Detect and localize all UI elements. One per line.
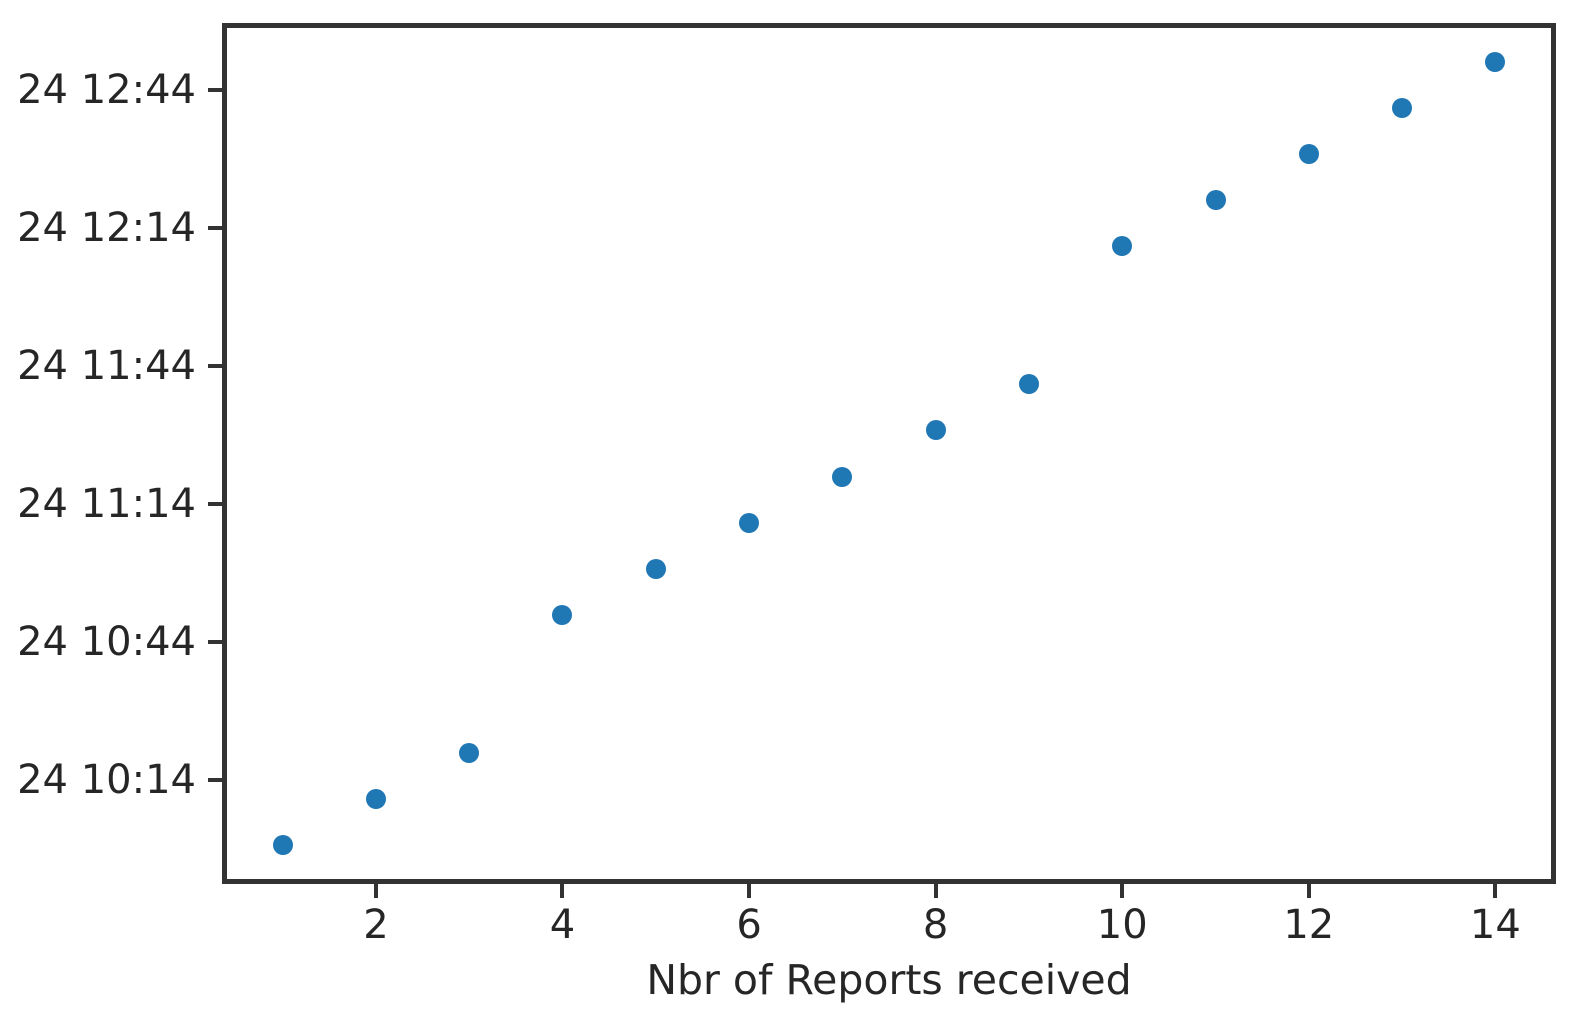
- data-point: [832, 466, 853, 487]
- y-tick-label: 24 11:44: [17, 343, 196, 390]
- data-point: [1205, 190, 1226, 211]
- data-point: [1485, 52, 1506, 73]
- y-tick-mark: [208, 502, 222, 507]
- data-point: [1298, 144, 1319, 165]
- y-tick-label: 24 10:44: [17, 619, 196, 666]
- x-tick-label: 12: [1283, 902, 1335, 948]
- x-tick-mark: [1493, 884, 1498, 898]
- y-tick-mark: [208, 225, 222, 230]
- data-point: [552, 604, 573, 625]
- x-axis-label: Nbr of Reports received: [646, 956, 1132, 1004]
- data-point: [1018, 374, 1039, 395]
- x-tick-mark: [560, 884, 565, 898]
- y-tick-label: 24 10:14: [17, 757, 196, 804]
- x-tick-label: 10: [1096, 902, 1148, 948]
- data-point: [365, 788, 386, 809]
- y-tick-mark: [208, 87, 222, 92]
- x-tick-label: 6: [736, 902, 762, 948]
- x-tick-label: 4: [549, 902, 576, 948]
- x-tick-label: 2: [363, 902, 389, 948]
- y-tick-mark: [208, 364, 222, 369]
- data-point: [272, 834, 293, 855]
- y-tick-label: 24 11:14: [17, 481, 196, 528]
- data-point: [925, 420, 946, 441]
- data-point: [459, 742, 480, 763]
- plot-area: [222, 23, 1556, 884]
- x-tick-label: 8: [922, 902, 949, 948]
- y-tick-mark: [208, 778, 222, 783]
- y-tick-mark: [208, 640, 222, 645]
- y-tick-label: 24 12:44: [17, 66, 196, 113]
- y-tick-label: 24 12:14: [17, 204, 196, 251]
- x-tick-label: 14: [1469, 902, 1521, 948]
- data-point: [739, 512, 760, 533]
- data-point: [1392, 98, 1413, 119]
- x-tick-mark: [1120, 884, 1125, 898]
- data-point: [1112, 236, 1133, 257]
- x-tick-mark: [747, 884, 752, 898]
- data-point: [645, 558, 666, 579]
- x-tick-mark: [1306, 884, 1311, 898]
- x-tick-mark: [933, 884, 938, 898]
- x-tick-mark: [373, 884, 378, 898]
